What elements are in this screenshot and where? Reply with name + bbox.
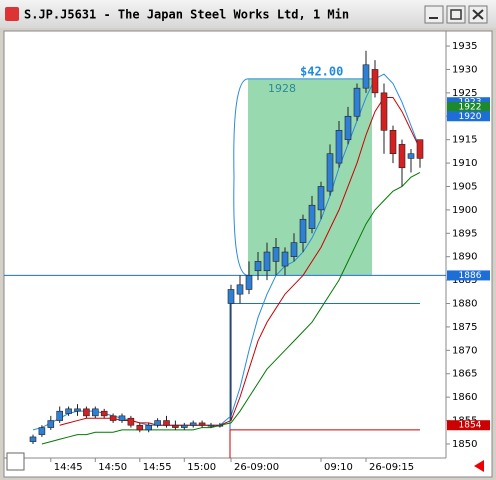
candle-body bbox=[344, 115, 352, 140]
candle-body bbox=[254, 261, 262, 272]
candle-body bbox=[47, 420, 55, 428]
candle-body bbox=[118, 415, 126, 421]
candle-body bbox=[109, 415, 117, 421]
candle-body bbox=[74, 408, 81, 412]
moving-average-line bbox=[41, 171, 421, 445]
x-tick-label: 26-09:00 bbox=[234, 462, 279, 473]
candle-body bbox=[281, 251, 289, 267]
candle-body bbox=[83, 408, 90, 417]
candle-body bbox=[65, 408, 72, 414]
maximize-button[interactable] bbox=[446, 5, 466, 24]
candle-body bbox=[389, 130, 397, 155]
y-tick-label: 1875 bbox=[452, 322, 477, 333]
x-tick-label: 14:45 bbox=[54, 462, 83, 473]
candle-body bbox=[100, 410, 108, 417]
y-tick-label: 1910 bbox=[452, 158, 477, 169]
y-tick-label: 1850 bbox=[452, 439, 477, 450]
candle-body bbox=[308, 204, 316, 229]
x-tick-label: 15:00 bbox=[187, 462, 216, 473]
candle-body bbox=[416, 139, 424, 159]
measure-amount: $42.00 bbox=[300, 64, 343, 78]
candle-body bbox=[362, 64, 370, 89]
candle-body bbox=[189, 422, 197, 426]
x-tick-label: 14:50 bbox=[98, 462, 127, 473]
close-button[interactable] bbox=[468, 5, 488, 24]
candle-body bbox=[154, 420, 161, 426]
candle-body bbox=[380, 92, 388, 131]
price-tag bbox=[447, 270, 490, 281]
candle-body bbox=[181, 424, 188, 428]
scroll-arrow[interactable] bbox=[474, 460, 484, 472]
y-tick-label: 1930 bbox=[452, 64, 477, 75]
price-tag-label: 1854 bbox=[459, 421, 482, 431]
candle-body bbox=[335, 130, 343, 164]
y-tick-label: 1905 bbox=[452, 181, 477, 192]
candle-body bbox=[236, 284, 244, 295]
candle-body bbox=[163, 420, 170, 426]
x-tick-label: 26-09:15 bbox=[369, 462, 414, 473]
x-tick-label: 14:55 bbox=[143, 462, 172, 473]
candle-body bbox=[198, 422, 206, 426]
candle-body bbox=[92, 408, 99, 417]
candle-body bbox=[136, 424, 144, 431]
candle-body bbox=[207, 424, 215, 427]
price-tag-label: 1920 bbox=[459, 112, 482, 122]
candle-body bbox=[407, 153, 415, 159]
price-tag bbox=[447, 101, 490, 112]
measure-bracket bbox=[233, 78, 249, 276]
y-tick-label: 1880 bbox=[452, 299, 477, 310]
candle-body bbox=[38, 427, 46, 435]
y-tick-label: 1915 bbox=[452, 135, 477, 146]
y-tick-label: 1895 bbox=[452, 228, 477, 239]
y-tick-label: 1925 bbox=[452, 88, 477, 99]
y-tick-label: 1860 bbox=[452, 392, 477, 403]
candle-body bbox=[371, 69, 379, 94]
candle-body bbox=[56, 410, 64, 421]
candle-body bbox=[127, 417, 135, 426]
candle-body bbox=[172, 424, 179, 428]
candle-body bbox=[317, 186, 325, 211]
window-title: S.JP.J5631 - The Japan Steel Works Ltd, … bbox=[24, 8, 349, 22]
candle-body bbox=[216, 424, 224, 427]
candle-body bbox=[326, 153, 334, 192]
y-tick-label: 1865 bbox=[452, 369, 477, 380]
price-tag bbox=[447, 111, 490, 122]
y-tick-label: 1870 bbox=[452, 345, 477, 356]
plot: $42.001928185018551860186518701875188018… bbox=[4, 41, 490, 473]
corner-box[interactable] bbox=[6, 452, 25, 471]
app-icon[interactable] bbox=[5, 7, 19, 21]
y-tick-label: 1890 bbox=[452, 252, 477, 263]
candle-body bbox=[29, 436, 37, 442]
price-tag-label: 1886 bbox=[459, 271, 482, 281]
candle-body bbox=[245, 275, 253, 290]
measure-high-label: 1928 bbox=[268, 82, 296, 95]
x-tick-label: 09:10 bbox=[324, 462, 353, 473]
candle-body bbox=[398, 144, 406, 169]
candle-body bbox=[353, 87, 361, 117]
title-bar bbox=[0, 0, 496, 28]
candle-body bbox=[272, 247, 280, 262]
minimize-button[interactable] bbox=[424, 5, 444, 24]
candle-body bbox=[145, 424, 152, 431]
candle-body bbox=[227, 289, 235, 304]
candle-body bbox=[299, 218, 307, 243]
candle-body bbox=[263, 251, 271, 272]
y-tick-label: 1900 bbox=[452, 205, 477, 216]
price-tag bbox=[447, 420, 490, 431]
y-tick-label: 1935 bbox=[452, 41, 477, 52]
candle-body bbox=[290, 242, 298, 258]
y-tick-label: 1885 bbox=[452, 275, 477, 286]
price-tag-label: 1922 bbox=[459, 102, 482, 112]
